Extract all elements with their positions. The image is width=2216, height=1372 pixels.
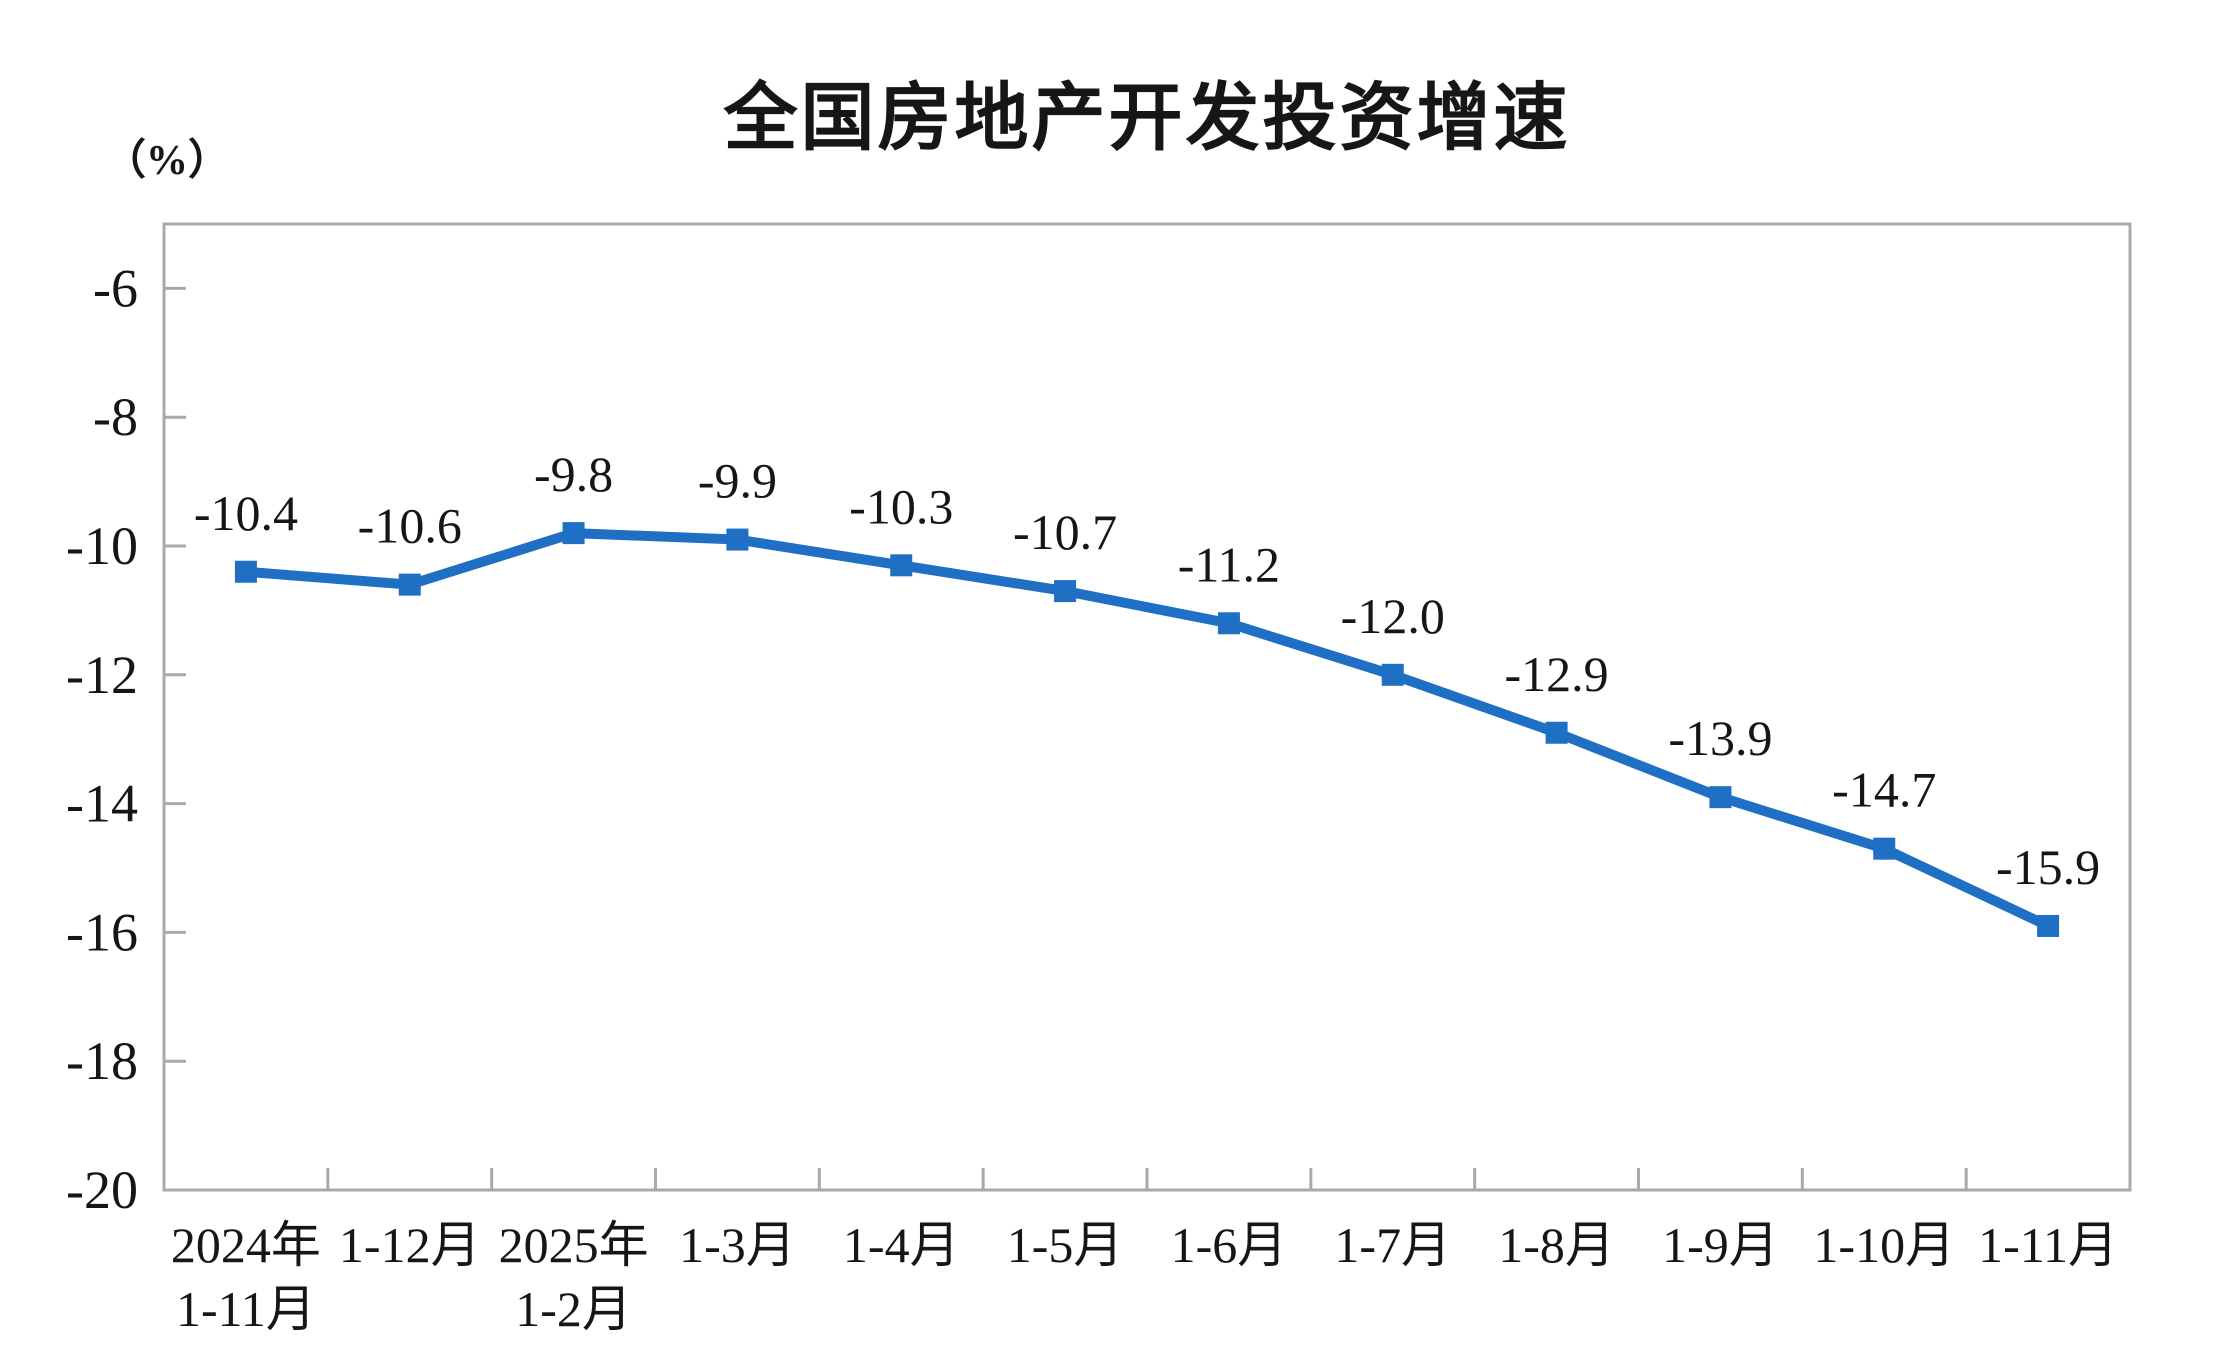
- y-axis-tick-label: -14: [66, 774, 138, 834]
- x-axis-category-label: 2024年: [171, 1217, 321, 1273]
- y-axis-tick-label: -12: [66, 645, 138, 705]
- x-axis-category-label: 1-2月: [515, 1281, 632, 1337]
- data-point-label: -15.9: [1996, 839, 2100, 895]
- data-point-label: -9.9: [698, 453, 777, 509]
- y-axis-tick-label: -8: [93, 387, 138, 447]
- data-point-label: -11.2: [1178, 536, 1280, 592]
- data-point-marker: [234, 560, 257, 583]
- data-point-marker: [1054, 580, 1077, 603]
- x-axis-category-label: 1-8月: [1498, 1217, 1615, 1273]
- data-point-marker: [1545, 721, 1568, 744]
- data-point-label: -10.3: [849, 478, 953, 534]
- x-axis-category-label: 1-4月: [843, 1217, 960, 1273]
- data-point-marker: [890, 554, 913, 577]
- y-axis-tick-label: -16: [66, 902, 138, 962]
- y-axis-tick-label: -20: [66, 1160, 138, 1220]
- x-axis-category-label: 1-12月: [339, 1217, 481, 1273]
- x-axis-category-label: 2025年: [499, 1217, 649, 1273]
- data-point-marker: [1873, 837, 1896, 860]
- y-axis-tick-label: -6: [93, 258, 138, 318]
- data-line: [245, 528, 2051, 931]
- x-axis-category-label: 1-3月: [679, 1217, 796, 1273]
- x-axis-category-label: 1-5月: [1007, 1217, 1124, 1273]
- data-point-label: -14.7: [1832, 762, 1936, 818]
- plot-border: [162, 222, 2132, 1192]
- x-axis-category-label: 1-11月: [176, 1281, 316, 1337]
- data-point-marker: [398, 573, 421, 596]
- data-point-marker: [1217, 612, 1240, 635]
- data-point-label: -10.6: [358, 498, 462, 554]
- data-point-marker: [1709, 786, 1732, 809]
- data-point-label: -9.8: [534, 446, 613, 502]
- chart-title: 全国房地产开发投资增速: [723, 76, 1571, 159]
- data-point-marker: [562, 522, 585, 545]
- x-axis-category-label: 1-9月: [1662, 1217, 1779, 1273]
- data-point-label: -13.9: [1668, 710, 1772, 766]
- data-point-label: -10.4: [194, 485, 298, 541]
- y-axis-tick-label: -18: [66, 1031, 138, 1091]
- y-axis-unit-label: （%）: [104, 138, 231, 184]
- y-axis-tick-label: -10: [66, 516, 138, 576]
- data-point-marker: [1381, 663, 1404, 686]
- data-point-marker: [2037, 914, 2060, 937]
- x-axis-category-label: 1-7月: [1334, 1217, 1451, 1273]
- data-point-label: -12.9: [1505, 646, 1609, 702]
- x-axis-category-label: 1-11月: [1978, 1217, 2118, 1273]
- x-axis-category-label: 1-10月: [1813, 1217, 1955, 1273]
- data-point-label: -12.0: [1341, 588, 1445, 644]
- data-point-label: -10.7: [1013, 504, 1117, 560]
- x-axis-category-label: 1-6月: [1171, 1217, 1288, 1273]
- data-point-marker: [726, 528, 749, 551]
